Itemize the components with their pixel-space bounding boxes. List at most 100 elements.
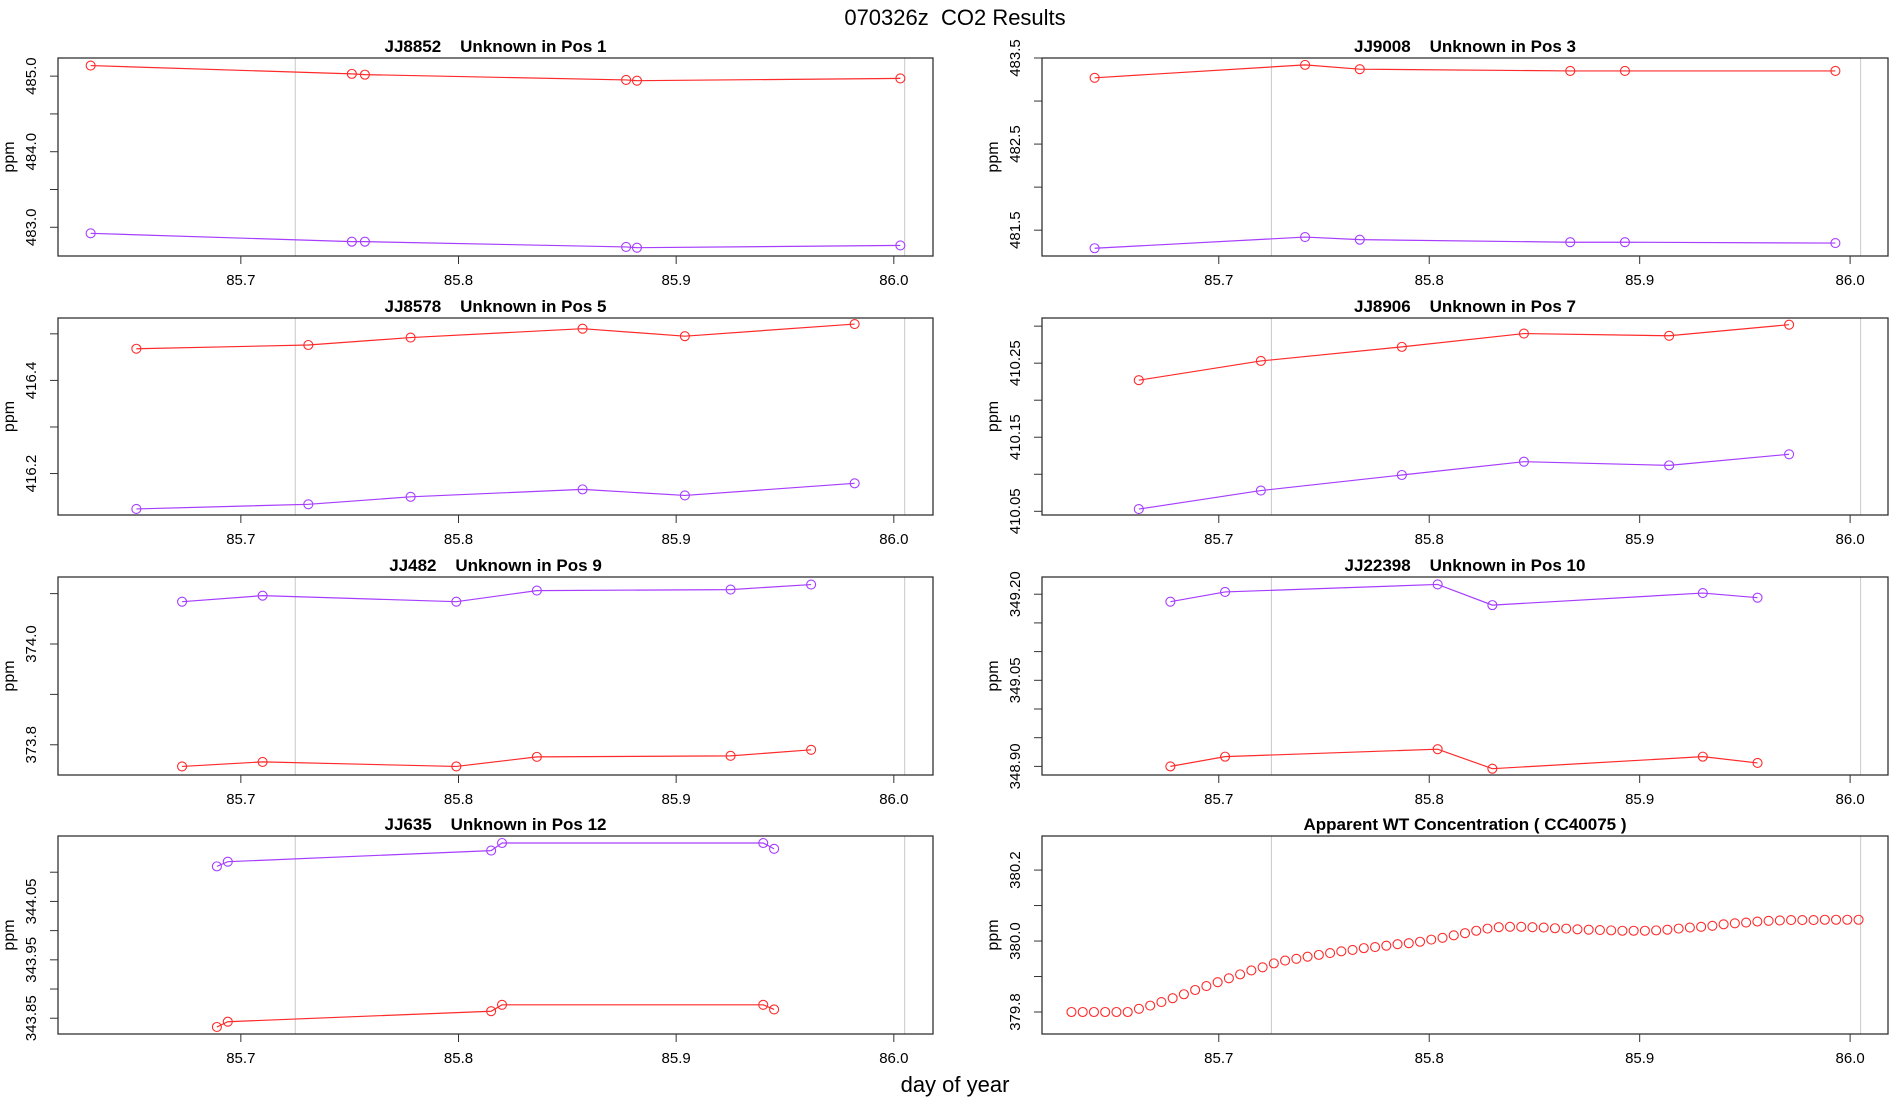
data-point [621,74,632,85]
data-point [1565,65,1576,76]
series-line [90,64,901,82]
x-tick-label: 85.9 [662,791,691,808]
y-tick-label: 485.0 [23,57,40,95]
x-tick-label: 86.0 [879,272,908,289]
panel-title: JJ635 Unknown in Pos 12 [384,815,606,834]
data-point [496,837,508,849]
series-line [182,583,812,603]
data-point [1325,948,1336,959]
data-point [1752,757,1763,768]
data-point [1718,919,1729,930]
data-point [451,596,462,607]
y-tick-label: 343.85 [23,995,40,1041]
data-point [257,590,268,601]
data-point [1354,234,1365,245]
data-point [895,73,906,84]
data-point [303,339,314,351]
data-point [725,584,736,595]
data-point [1784,319,1795,330]
data-point [1707,920,1718,931]
data-point [769,843,780,854]
data-point [1471,925,1482,936]
series-purple [131,478,860,514]
panel-1: JJ8852 Unknown in Pos 1 ppm 85.7 85.8 85.9 86… [1,37,934,289]
data-point [1178,989,1189,1000]
data-point [1830,65,1841,76]
data-point [1830,914,1842,925]
data-point [1300,232,1311,243]
data-point [405,491,416,502]
data-point [1696,921,1707,932]
panel-8: Apparent WT Concentration ( CC40075 ) ppm… [985,815,1889,1067]
x-tick-label: 85.9 [662,272,691,289]
y-axis-label: ppm [1,919,18,950]
data-point [1808,915,1819,926]
x-tick-label: 85.9 [662,531,691,548]
y-tick-label: 380.2 [1007,851,1024,889]
data-point [1133,1003,1144,1014]
x-tick-label: 85.7 [1204,531,1233,548]
data-point [1664,460,1675,471]
data-point [895,240,906,251]
panel-title: JJ482 Unknown in Pos 9 [389,556,602,575]
panel-title: Apparent WT Concentration ( CC40075 ) [1303,815,1626,834]
x-tick-label: 85.8 [1415,531,1444,548]
data-point [1487,600,1498,611]
data-point [1459,928,1471,939]
data-point [346,68,357,79]
series-line [1170,748,1758,770]
data-point [1606,925,1617,936]
data-point [1369,942,1381,953]
plot-frame [57,576,934,776]
data-point [486,1006,497,1017]
series-purple [211,837,780,872]
data-point [1354,64,1365,75]
series-line [182,749,812,768]
data-point [1516,921,1527,932]
data-point [359,236,370,247]
data-point [1089,243,1100,254]
data-point [577,323,588,334]
data-point [1482,923,1493,934]
data-point [346,236,357,247]
data-point [1662,924,1673,935]
x-tick-label: 85.8 [444,1050,473,1067]
series-red [1133,319,1795,386]
data-point [849,319,860,330]
data-point [496,999,508,1010]
data-point [631,242,643,253]
series-line [216,842,775,867]
data-point [257,756,268,767]
data-point [1381,940,1392,951]
data-point [1220,751,1231,762]
data-point [1752,916,1763,927]
series-red [1089,59,1841,83]
data-point [679,331,690,342]
data-point [1392,939,1403,950]
panel-7: JJ635 Unknown in Pos 12 ppm 85.7 85.8 85.9 86… [1,815,934,1067]
data-point [131,343,142,354]
series-purple [85,228,906,253]
x-tick-label: 86.0 [1836,272,1865,289]
y-tick-label: 410.25 [1007,340,1024,386]
plot-frame [1041,835,1889,1035]
series-red [131,319,860,354]
page-title: 070326z CO2 Results [844,5,1065,30]
x-tick-label: 86.0 [879,791,908,808]
y-tick-label: 410.05 [1007,488,1024,534]
data-point [1111,1006,1122,1018]
y-axis-label: ppm [985,141,1002,172]
data-point [1797,915,1808,926]
data-point [577,484,588,495]
x-tick-label: 85.7 [226,531,255,548]
y-tick-label: 483.5 [1007,39,1024,77]
data-point [1077,1006,1088,1018]
data-point [1752,592,1763,603]
data-point [1774,915,1785,926]
data-point [1518,328,1529,339]
data-point [1190,984,1201,996]
data-point [1347,944,1358,955]
y-tick-label: 343.95 [23,937,40,983]
data-point [1235,969,1246,980]
data-point [1302,951,1313,962]
